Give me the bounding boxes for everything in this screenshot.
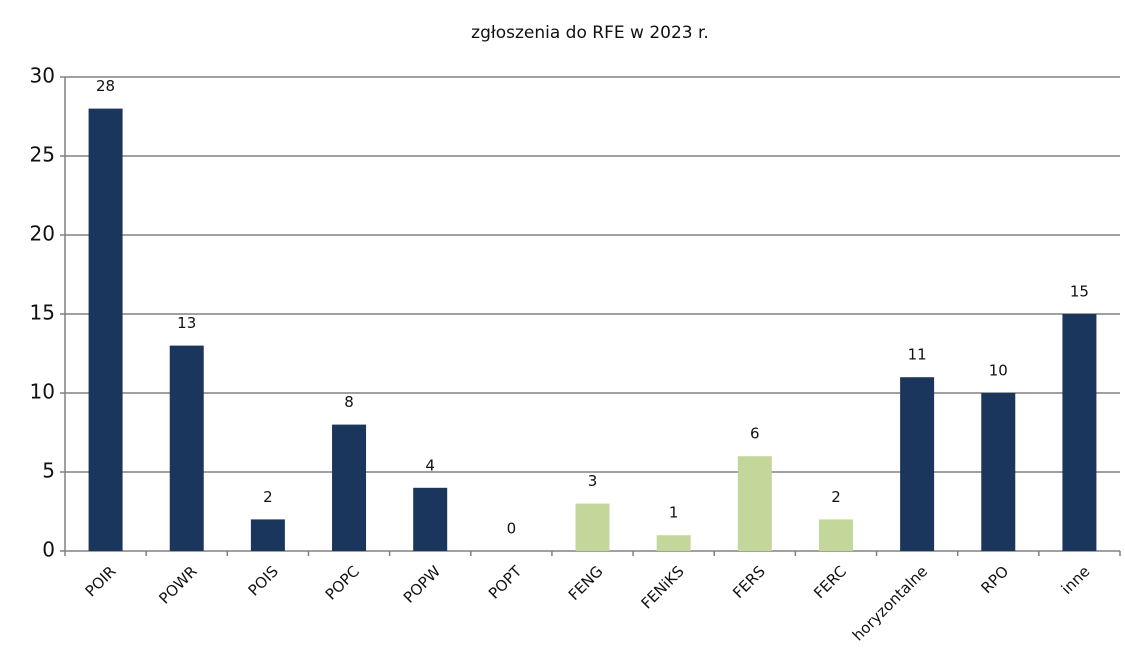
x-tick-label: POIR [82,562,120,600]
bar [88,108,123,551]
x-tick-label: POPW [400,562,444,606]
x-tick-label: POIS [245,562,282,599]
y-tick-label: 5 [42,459,55,483]
bar [981,393,1016,551]
value-label: 2 [831,488,841,506]
x-tick-label: FERC [810,562,850,602]
value-label: 1 [669,504,679,522]
value-label: 0 [507,520,517,538]
bar [818,519,853,551]
y-tick-label: 15 [30,301,55,325]
y-tick-label: 30 [30,64,55,88]
x-tick-label: inne [1058,562,1094,598]
x-tick-label: FERS [729,562,769,602]
y-tick-label: 25 [30,143,55,167]
x-tick-label: FENG [565,562,607,604]
value-label: 4 [425,456,435,474]
y-tick-label: 20 [30,222,55,246]
x-tick-label: POPT [485,562,526,603]
x-tick-label: POPC [322,562,363,603]
chart-title: zgłoszenia do RFE w 2023 r. [471,23,709,43]
bar [332,424,367,551]
value-label: 10 [989,362,1008,380]
x-tick-label: POWR [155,562,200,607]
bar [656,535,691,551]
value-label: 2 [263,488,273,506]
value-label: 6 [750,425,760,443]
value-label: 13 [177,314,196,332]
value-label: 3 [588,472,598,490]
bar [413,487,448,551]
bar [1062,314,1097,551]
bar [169,345,204,551]
x-tick-label: RPO [977,562,1012,597]
bar [575,503,610,551]
value-label: 28 [96,77,115,95]
bar [900,377,935,551]
bar [250,519,285,551]
x-tick-label: FENiKS [638,562,688,612]
value-label: 15 [1070,283,1089,301]
value-label: 8 [344,393,354,411]
x-tick-label: horyzontalne [849,562,931,644]
bar [737,456,772,551]
y-tick-label: 0 [42,538,55,562]
y-tick-label: 10 [30,380,55,404]
value-label: 11 [908,346,927,364]
